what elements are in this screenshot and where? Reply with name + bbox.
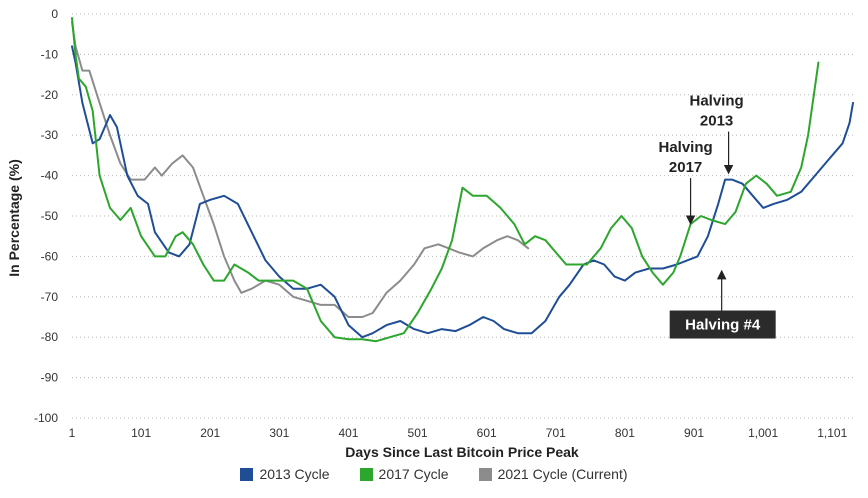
x-tick-label: 1 bbox=[69, 426, 76, 440]
annotation-label: Halving bbox=[689, 93, 743, 110]
annotation-label: Halving #4 bbox=[685, 317, 761, 334]
y-tick-label: -70 bbox=[41, 290, 59, 304]
legend-label: 2021 Cycle (Current) bbox=[497, 466, 628, 482]
legend-label: 2017 Cycle bbox=[378, 466, 449, 482]
x-axis-ticks: 1 101 201 301 401 501 601 701 801 901 1,001 1,101 bbox=[69, 426, 848, 440]
y-tick-label: -20 bbox=[41, 88, 59, 102]
legend-label: 2013 Cycle bbox=[259, 466, 330, 482]
y-tick-label: -90 bbox=[41, 371, 59, 385]
y-tick-label: 0 bbox=[51, 7, 58, 21]
x-tick-label: 201 bbox=[200, 426, 220, 440]
y-axis-ticks: 0 -10 -20 -30 -40 -50 -60 -70 -80 -90 -100 bbox=[34, 7, 58, 425]
annotation-box bbox=[669, 310, 776, 339]
legend-swatch bbox=[359, 467, 373, 481]
x-tick-label: 401 bbox=[338, 426, 358, 440]
legend-swatch bbox=[478, 467, 492, 481]
legend-item: 2021 Cycle (Current) bbox=[478, 466, 628, 482]
x-tick-label: 701 bbox=[546, 426, 566, 440]
x-tick-label: 901 bbox=[684, 426, 704, 440]
series-line-1 bbox=[71, 45, 854, 339]
legend-swatch bbox=[240, 467, 254, 481]
y-tick-label: -50 bbox=[41, 209, 59, 223]
x-tick-label: 101 bbox=[131, 426, 151, 440]
y-tick-label: -40 bbox=[41, 169, 59, 183]
annotation-label: 2017 bbox=[669, 159, 702, 176]
x-tick-label: 601 bbox=[477, 426, 497, 440]
y-tick-label: -100 bbox=[34, 411, 58, 425]
y-tick-label: -60 bbox=[41, 249, 59, 263]
annotation-label: Halving bbox=[658, 139, 712, 156]
x-tick-label: 501 bbox=[408, 426, 428, 440]
series-line-2 bbox=[71, 17, 820, 343]
annotation-label: 2013 bbox=[700, 113, 733, 130]
legend: 2013 Cycle 2017 Cycle 2021 Cycle (Current) bbox=[0, 466, 868, 482]
series-lines bbox=[71, 17, 854, 343]
y-tick-label: -80 bbox=[41, 330, 59, 344]
x-tick-label: 1,001 bbox=[748, 426, 778, 440]
legend-item: 2017 Cycle bbox=[359, 466, 449, 482]
y-tick-label: -30 bbox=[41, 128, 59, 142]
annotations: Halving 2013 Halving 2017 Halving #4 bbox=[658, 93, 776, 339]
line-chart: 0 -10 -20 -30 -40 -50 -60 -70 -80 -90 -100 1 101 201… bbox=[6, 7, 854, 460]
x-tick-label: 301 bbox=[269, 426, 289, 440]
gridlines bbox=[72, 13, 853, 419]
x-tick-label: 801 bbox=[615, 426, 635, 440]
y-tick-label: -10 bbox=[41, 47, 59, 61]
x-axis-title: Days Since Last Bitcoin Price Peak bbox=[345, 444, 579, 460]
x-tick-label: 1,101 bbox=[817, 426, 847, 440]
legend-item: 2013 Cycle bbox=[240, 466, 330, 482]
y-axis-title: In Percentage (%) bbox=[6, 159, 22, 276]
series-line-3 bbox=[71, 21, 530, 318]
